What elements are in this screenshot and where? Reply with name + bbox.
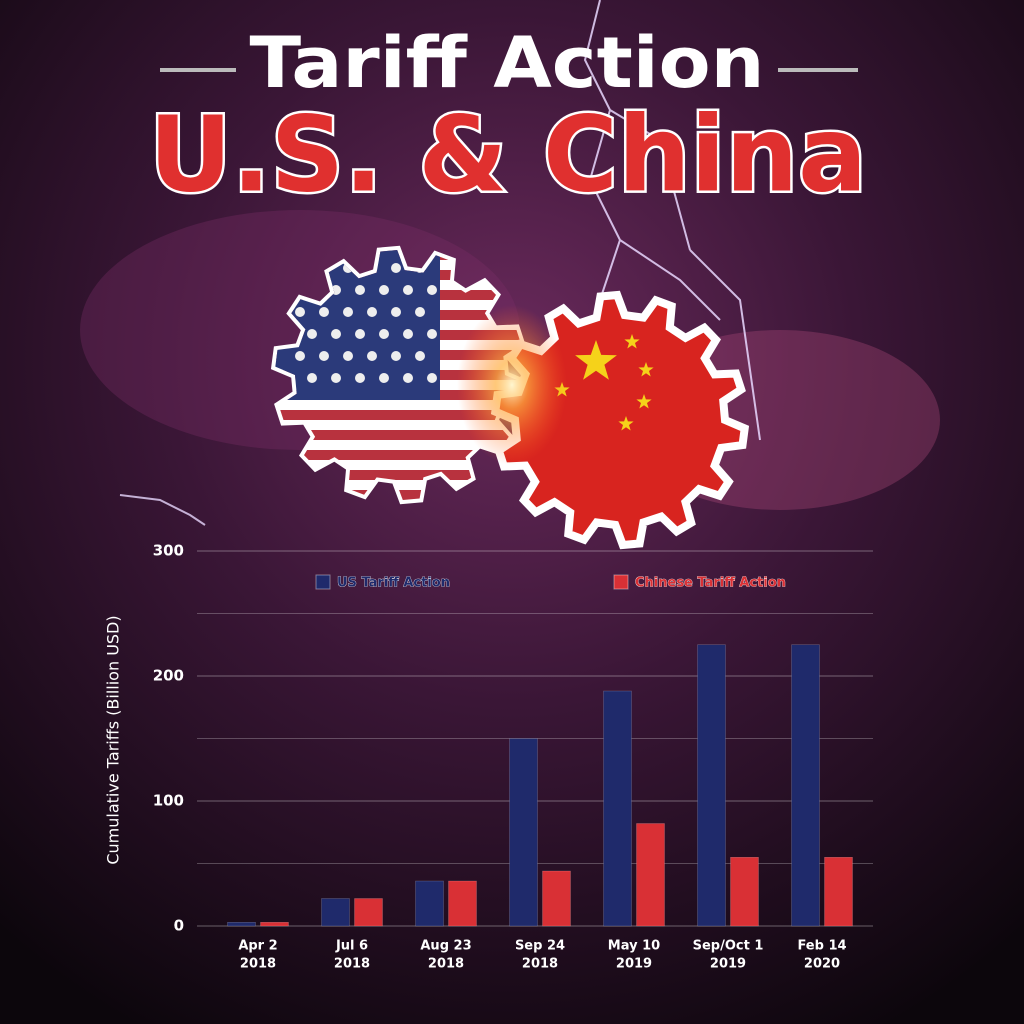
x-tick-label: 2018 bbox=[428, 957, 464, 972]
flag-star bbox=[355, 329, 365, 339]
flag-star bbox=[307, 373, 317, 383]
flag-star bbox=[624, 334, 640, 349]
flag-star bbox=[379, 329, 389, 339]
bar bbox=[415, 880, 444, 927]
flag-star bbox=[343, 307, 353, 317]
flag-star bbox=[367, 351, 377, 361]
x-tick-label: Sep 24 bbox=[515, 939, 565, 954]
flag-star bbox=[636, 394, 652, 409]
flag-star bbox=[379, 373, 389, 383]
flag-star bbox=[367, 307, 377, 317]
bar bbox=[697, 644, 726, 927]
flag-star bbox=[391, 263, 401, 273]
legend-swatch bbox=[613, 574, 629, 590]
x-tick-label: 2019 bbox=[616, 957, 652, 972]
flag-star bbox=[319, 307, 329, 317]
y-axis-label: Cumulative Tariffs (Billion USD) bbox=[104, 615, 123, 864]
x-tick-label: Jul 6 bbox=[335, 939, 368, 954]
x-tick-label: 2018 bbox=[240, 957, 276, 972]
x-tick-label: Feb 14 bbox=[797, 939, 846, 954]
flag-star bbox=[355, 373, 365, 383]
flag-star bbox=[307, 329, 317, 339]
flag-star bbox=[618, 416, 634, 431]
spark-glow bbox=[457, 305, 567, 465]
flag-star bbox=[415, 351, 425, 361]
flag-star bbox=[295, 307, 305, 317]
x-tick-label: 2018 bbox=[334, 957, 370, 972]
flag-star bbox=[391, 351, 401, 361]
flag-star bbox=[403, 285, 413, 295]
legend-swatch bbox=[315, 574, 331, 590]
x-tick-label: Sep/Oct 1 bbox=[693, 939, 764, 954]
y-tick-label: 200 bbox=[153, 667, 184, 685]
flag-star bbox=[379, 285, 389, 295]
subtitle: U.S. & China bbox=[149, 93, 867, 215]
x-tick-label: 2019 bbox=[710, 957, 746, 972]
legend-label: Chinese Tariff Action bbox=[635, 576, 786, 591]
flag-star bbox=[427, 285, 437, 295]
flag-star bbox=[638, 362, 654, 377]
y-tick-label: 300 bbox=[153, 542, 184, 560]
flag-star bbox=[295, 351, 305, 361]
flag-stripe bbox=[275, 450, 525, 460]
bar bbox=[603, 690, 632, 927]
bar bbox=[509, 738, 538, 927]
flag-stripe bbox=[275, 430, 525, 440]
flag-stripe bbox=[275, 470, 525, 480]
chart: 0 100 200 300 Cumulative Tariffs (Billion US… bbox=[104, 542, 873, 972]
flag-star bbox=[575, 340, 617, 380]
flag-star bbox=[403, 329, 413, 339]
bar bbox=[636, 823, 665, 927]
flag-stripe bbox=[275, 410, 525, 420]
lightning bbox=[583, 0, 761, 441]
flag-star bbox=[391, 307, 401, 317]
bar bbox=[227, 922, 256, 927]
bar bbox=[542, 870, 571, 927]
flag-star bbox=[331, 373, 341, 383]
x-tick-label: 2020 bbox=[804, 957, 840, 972]
bar bbox=[321, 898, 350, 927]
lightning bbox=[119, 494, 206, 526]
legend-label: US Tariff Action bbox=[337, 576, 450, 591]
bar bbox=[448, 880, 477, 927]
flag-star bbox=[331, 329, 341, 339]
x-tick-label: May 10 bbox=[608, 939, 660, 954]
bar bbox=[730, 857, 759, 927]
x-tick-label: Aug 23 bbox=[420, 939, 471, 954]
x-tick-label: Apr 2 bbox=[238, 939, 277, 954]
flag-star bbox=[403, 373, 413, 383]
bar bbox=[354, 898, 383, 927]
bar bbox=[260, 922, 289, 927]
flag-star bbox=[427, 373, 437, 383]
x-tick-label: 2018 bbox=[522, 957, 558, 972]
bar bbox=[824, 857, 853, 927]
title: Tariff Action bbox=[250, 22, 765, 104]
y-tick-label: 100 bbox=[153, 792, 184, 810]
bar bbox=[791, 644, 820, 927]
flag-star bbox=[319, 351, 329, 361]
flag-star bbox=[415, 307, 425, 317]
flag-star bbox=[343, 351, 353, 361]
flag-star bbox=[355, 285, 365, 295]
y-tick-label: 0 bbox=[174, 917, 184, 935]
gears-illustration bbox=[270, 245, 750, 550]
flag-star bbox=[427, 329, 437, 339]
